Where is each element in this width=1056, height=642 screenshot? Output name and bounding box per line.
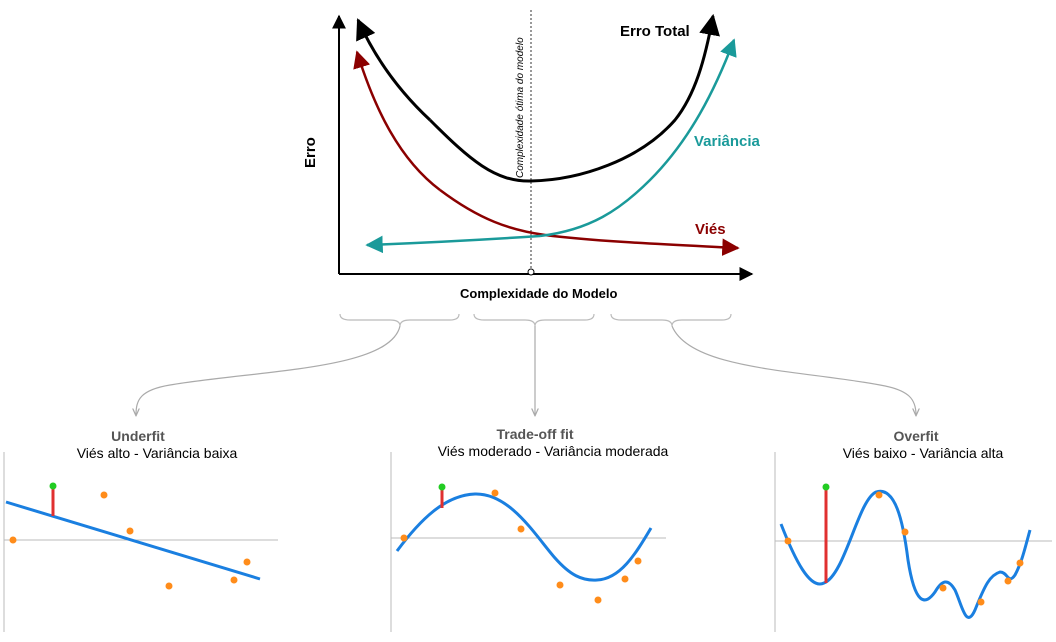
x-axis-label: Complexidade do Modelo [460,286,618,301]
bracket-overfit [610,313,732,327]
connectors [136,325,916,415]
data-point [594,596,602,604]
data-point [784,537,792,545]
total-error-curve-left [356,18,432,122]
bias-curve-left [353,50,441,191]
data-point [1016,559,1024,567]
variance-curve-right [539,38,737,238]
optimum-label: Complexidade ótima do modelo [515,37,526,178]
panel-tradeoff-title: Trade-off fit [496,426,574,442]
data-point [901,528,909,536]
panel-underfit-title: Underfit [111,428,165,444]
data-point [243,558,251,566]
data-point [1004,577,1012,585]
connector-overfit [671,325,916,415]
legend-total-error: Erro Total [620,23,690,40]
panel-overfit-title: Overfit [893,428,939,444]
optimum-marker [527,268,535,276]
top-chart [332,10,754,281]
panel-tradeoff [390,452,666,632]
tradeoff-fit-curve [395,492,653,582]
tradeoff-highlight-point [438,483,446,491]
data-point [400,534,408,542]
connector-underfit [136,325,401,415]
data-point [875,491,883,499]
panel-underfit [3,452,278,632]
bracket-underfit [339,313,460,327]
panel-overfit [774,452,1052,632]
data-point [517,525,525,533]
legend-bias: Viés [695,221,726,238]
bias-curve-right [439,188,740,256]
data-point [230,576,238,584]
variance-curve-left [365,234,541,254]
data-point [165,582,173,590]
data-point [634,557,642,565]
data-point [9,536,17,544]
panel-underfit-subtitle: Viés alto - Variância baixa [76,445,238,461]
data-point [977,598,985,606]
data-point [556,581,564,589]
overfit-highlight-point [822,483,830,491]
data-point [100,491,108,499]
panel-tradeoff-subtitle: Viés moderado - Variância moderada [437,443,669,459]
panel-overfit-subtitle: Viés baixo - Variância alta [842,445,1004,461]
data-point [491,489,499,497]
data-point [621,575,629,583]
underfit-highlight-point [49,482,57,490]
underfit-fit-line [5,500,261,581]
region-brackets [339,313,732,327]
overfit-fit-curve [779,489,1032,619]
total-error-curve [428,13,720,183]
legend-variance: Variância [694,133,760,150]
y-axis-label: Erro [302,137,319,168]
data-point [939,584,947,592]
data-point [126,527,134,535]
bracket-tradeoff [473,313,595,327]
